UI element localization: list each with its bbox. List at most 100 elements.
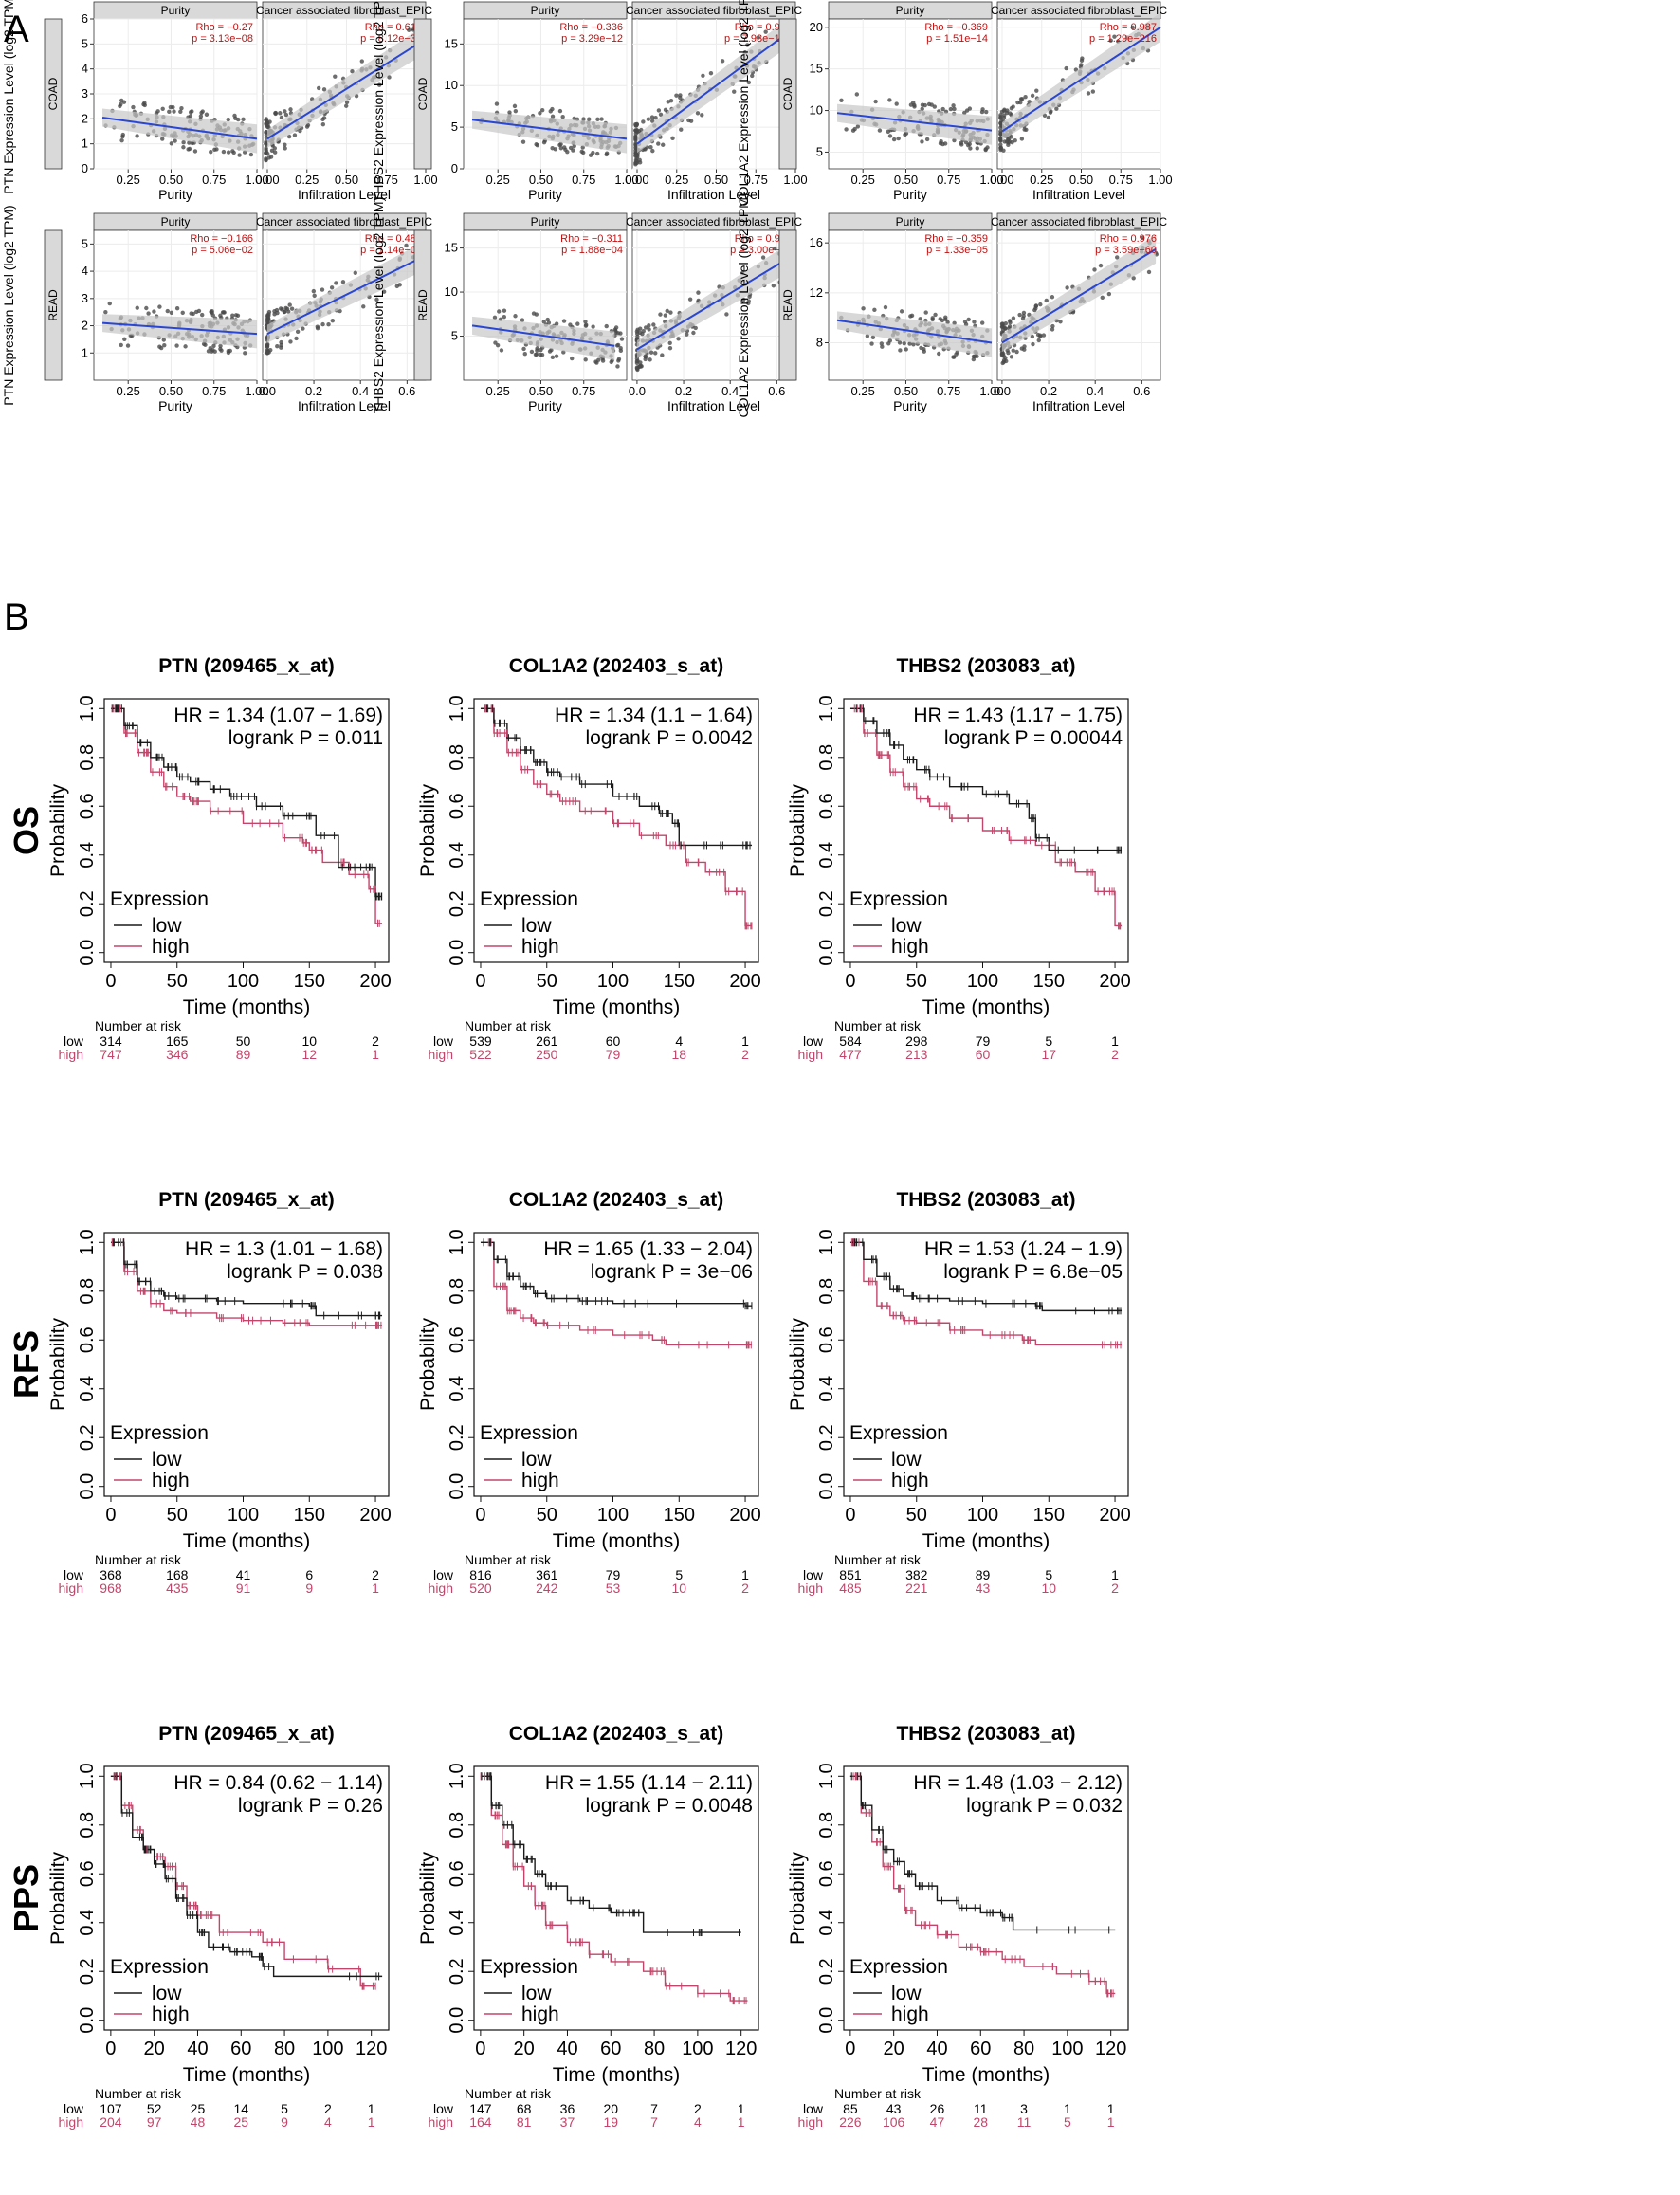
scatter-point <box>951 355 956 359</box>
scatter-point <box>546 320 552 325</box>
scatter-point <box>939 138 943 144</box>
risk-label-high: high <box>798 1047 823 1062</box>
y-tick-label: 1.0 <box>447 1229 467 1255</box>
scatter-point <box>311 288 317 294</box>
x-axis-label: Purity <box>893 398 927 413</box>
x-tick-label: 150 <box>294 1505 325 1526</box>
risk-header: Number at risk <box>834 2086 922 2101</box>
scatter-point <box>695 111 701 116</box>
km-plot-area <box>473 1765 759 2031</box>
x-tick-label: 0.75 <box>937 384 960 398</box>
scatter-point <box>756 35 760 40</box>
scatter-point <box>499 348 504 353</box>
km-title: PTN (209465_x_at) <box>158 1189 335 1211</box>
scatter-point <box>1035 332 1041 338</box>
x-tick-label: 1.00 <box>979 173 1003 187</box>
scatter-point <box>200 312 205 318</box>
x-tick-label: 0.2 <box>1040 384 1057 398</box>
scatter-point <box>141 101 146 107</box>
risk-value-low: 584 <box>839 1033 862 1049</box>
legend-label-low: low <box>521 1449 552 1471</box>
x-tick-label: 0.25 <box>295 173 319 187</box>
rho-label: Rho = −0.369 <box>924 22 988 33</box>
facet-strip-label: Cancer associated fibroblast_EPIC <box>626 215 802 229</box>
scatter-point <box>570 356 575 361</box>
scatter-point <box>279 342 283 348</box>
hazard-ratio: HR = 1.34 (1.07 − 1.69) <box>173 704 383 726</box>
scatter-point <box>571 148 575 153</box>
scatter-point <box>975 146 979 151</box>
scatter-point <box>667 340 672 345</box>
p-label: p = 3.29e−12 <box>561 33 623 45</box>
risk-label-low: low <box>64 2101 84 2116</box>
scatter-point <box>708 70 714 76</box>
x-tick-label: 0.50 <box>704 173 728 187</box>
cancer-label: READ <box>781 289 794 321</box>
risk-value-low: 11 <box>974 2101 988 2116</box>
hazard-ratio: HR = 1.55 (1.14 − 2.11) <box>545 1772 753 1794</box>
x-tick-label: 0 <box>475 971 485 992</box>
scatter-point <box>679 127 684 132</box>
y-tick-label: 1 <box>82 137 88 151</box>
scatter-point <box>394 284 399 289</box>
scatter-point <box>891 137 897 142</box>
x-tick-label: 0 <box>845 2039 855 2059</box>
legend-title: Expression <box>849 1422 948 1444</box>
scatter-point <box>658 312 663 317</box>
risk-label-high: high <box>429 1047 453 1062</box>
x-tick-label: 100 <box>682 2039 713 2059</box>
scatter-point <box>562 145 567 150</box>
km-plot-area <box>843 1232 1129 1497</box>
scatter-point <box>1048 110 1053 115</box>
y-axis-label: Probability <box>47 1317 69 1411</box>
scatter-point <box>641 119 646 124</box>
scatter-point <box>214 147 219 152</box>
scatter-point <box>492 315 498 320</box>
legend-label-high: high <box>521 1470 559 1491</box>
scatter-point <box>1130 25 1135 30</box>
scatter-point <box>1115 255 1120 260</box>
scatter-point <box>1014 349 1019 355</box>
x-axis-label: Purity <box>893 187 927 202</box>
confidence-band <box>637 12 795 154</box>
scatter-point <box>971 354 977 359</box>
scatter-point <box>614 343 620 348</box>
hazard-ratio: HR = 0.84 (0.62 − 1.14) <box>173 1772 383 1794</box>
scatter-point <box>218 346 223 352</box>
confidence-band <box>266 243 422 343</box>
scatter-point <box>374 297 379 302</box>
km-panel-os-1: COL1A2 (202403_s_at) 0.0 0.2 0.4 0.6 0.8 1.0 0 5… <box>417 655 761 1062</box>
regression-line <box>636 26 796 145</box>
scatter-point <box>678 95 683 101</box>
scatter-point <box>648 145 653 150</box>
legend-title: Expression <box>480 888 578 910</box>
x-tick-label: 0.25 <box>665 173 688 187</box>
legend-label-high: high <box>521 936 559 958</box>
x-tick-label: 50 <box>167 1505 188 1526</box>
legend-label-low: low <box>152 1983 182 2004</box>
scatter-point <box>1050 327 1055 332</box>
correlation-panel-col1a2-read: COL1A2 Expression Level (log2 TPM) READ Pu… <box>736 192 1167 417</box>
scatter-point <box>1003 356 1008 360</box>
scatter-point <box>877 128 883 133</box>
y-axis-label: COL1A2 Expression Level (log2 TPM) <box>736 0 751 207</box>
scatter-point <box>558 146 564 151</box>
scatter-point <box>294 336 299 341</box>
y-tick-label: 0.2 <box>77 890 98 917</box>
scatter-point <box>120 132 125 137</box>
regression-line <box>836 112 993 132</box>
risk-value-low: 147 <box>469 2101 492 2116</box>
risk-value-low: 1 <box>1107 2101 1115 2116</box>
p-label: p = 1.29e−216 <box>1089 33 1157 45</box>
scatter-point <box>920 139 924 144</box>
scatter-point <box>1022 344 1027 349</box>
y-tick-label: 0.6 <box>77 1326 98 1353</box>
scatter-point <box>999 321 1005 326</box>
risk-value-low: 2 <box>694 2101 702 2116</box>
x-tick-label: 0 <box>475 1505 485 1526</box>
risk-value-high: 19 <box>603 2114 618 2130</box>
correlation-panel-thbs2-coad: THBS2 Expression Level (log2 TPM) COAD Pur… <box>371 0 808 202</box>
risk-value-high: 164 <box>469 2114 492 2130</box>
x-axis-label: Infiltration Level <box>1032 187 1125 202</box>
x-tick-label: 100 <box>312 2039 343 2059</box>
